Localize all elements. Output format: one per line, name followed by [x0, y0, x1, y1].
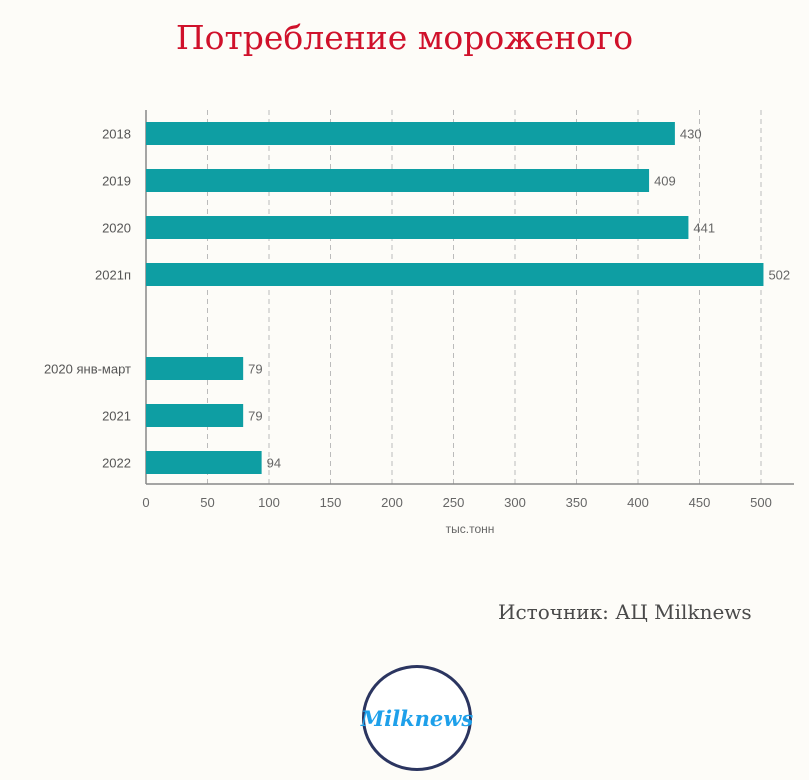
bar: [146, 169, 650, 192]
bar: [146, 122, 675, 145]
data-label: 441: [693, 221, 715, 236]
data-label: 79: [248, 362, 262, 377]
y-tick-label: 2018: [102, 127, 131, 142]
x-tick-label: 150: [320, 495, 342, 510]
x-tick-label: 0: [142, 495, 149, 510]
bar: [146, 263, 764, 286]
x-tick-label: 350: [566, 495, 588, 510]
milknews-logo: Milknews: [360, 665, 474, 771]
bar: [146, 216, 689, 239]
x-tick-label: 250: [443, 495, 465, 510]
data-label: 430: [680, 127, 702, 142]
bar: [146, 404, 244, 427]
x-tick-label: 450: [689, 495, 711, 510]
bar: [146, 357, 244, 380]
logo-text: Milknews: [360, 705, 474, 731]
data-label: 409: [654, 174, 676, 189]
source-note: Источник: АЦ Milknews: [498, 600, 752, 624]
data-label: 79: [248, 409, 262, 424]
y-tick-label: 2020: [102, 221, 131, 236]
y-tick-label: 2022: [102, 456, 131, 471]
y-tick-label: 2019: [102, 174, 131, 189]
x-axis-label: тыс.тонн: [446, 522, 495, 536]
y-tick-label: 2020 янв-март: [44, 362, 131, 377]
x-tick-label: 400: [627, 495, 649, 510]
y-tick-label: 2021: [102, 409, 131, 424]
x-tick-label: 500: [750, 495, 772, 510]
x-tick-label: 50: [200, 495, 214, 510]
bar-chart: 0 50 100 150 200 250 300 350 400 450 500 2018 430 201…: [44, 110, 794, 536]
data-label: 502: [768, 268, 790, 283]
y-tick-label: 2021п: [95, 268, 131, 283]
chart-title: Потребление мороженого: [175, 18, 634, 57]
data-label: 94: [267, 456, 281, 471]
x-tick-label: 100: [258, 495, 280, 510]
x-tick-label: 200: [381, 495, 403, 510]
bar: [146, 451, 262, 474]
x-tick-label: 300: [504, 495, 526, 510]
